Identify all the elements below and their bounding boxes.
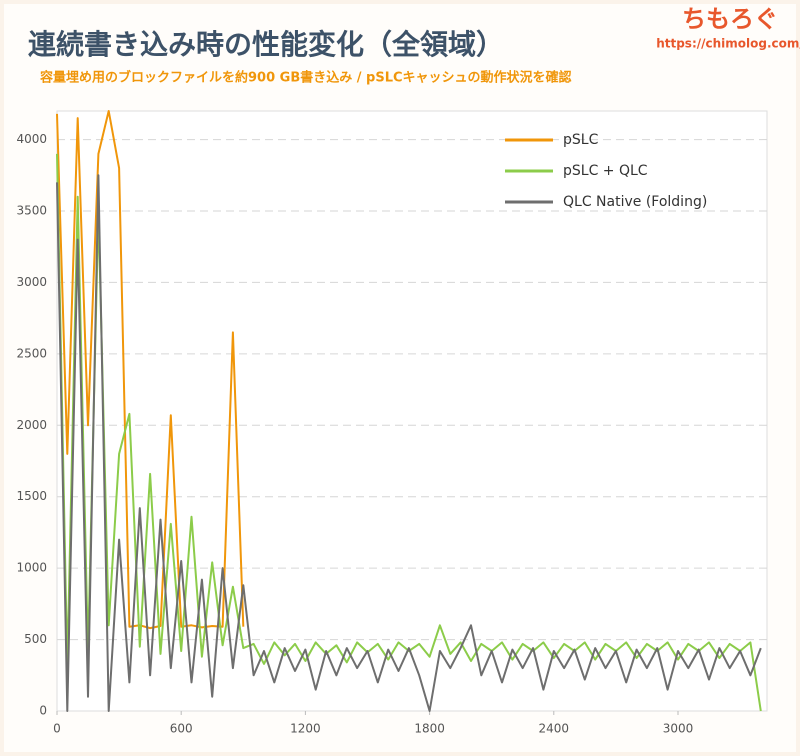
y-tick-label: 2000 [16,418,47,432]
x-tick-label: 1800 [414,722,445,736]
y-tick-label: 500 [24,632,47,646]
legend-label: pSLC [563,132,599,148]
y-tick-label: 3500 [16,204,47,218]
x-tick-label: 2400 [539,722,570,736]
brand-name: ちもろぐ [682,5,778,33]
x-tick-label: 0 [53,722,61,736]
x-tick-label: 3000 [663,722,694,736]
x-tick-label: 1200 [290,722,321,736]
y-tick-label: 1500 [16,489,47,503]
series-line [56,174,762,712]
y-tick-label: 2500 [16,346,47,360]
y-tick-label: 4000 [16,132,47,146]
series-line [56,153,762,712]
y-tick-label: 0 [39,704,47,718]
legend-label: QLC Native (Folding) [563,194,707,210]
y-tick-label: 3000 [16,275,47,289]
chart-subtitle: 容量埋め用のブロックファイルを約900 GB書き込み / pSLCキャッシュの動… [39,70,572,86]
legend-label: pSLC + QLC [563,163,648,179]
y-tick-label: 1000 [16,561,47,575]
series-line [56,110,245,630]
chart-title: 連続書き込み時の性能変化（全領域） [28,28,504,61]
brand-url: https://chimolog.com/ [656,37,800,51]
x-tick-label: 600 [170,722,193,736]
